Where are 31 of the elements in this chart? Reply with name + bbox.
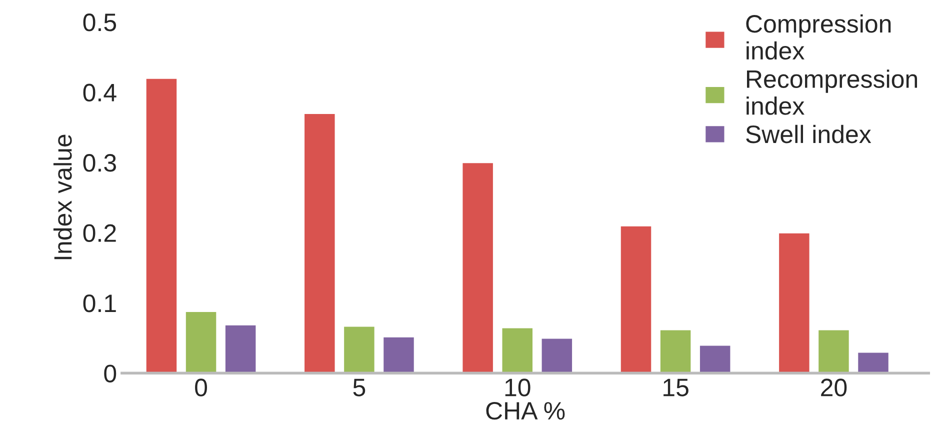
bar: [856, 351, 890, 374]
bar: [698, 344, 732, 374]
bar: [224, 324, 258, 374]
x-tick-label: 20: [821, 378, 847, 396]
y-tick-label: 0.5: [83, 14, 116, 32]
bar: [619, 224, 653, 374]
bar: [144, 77, 178, 374]
x-tick-label: 5: [353, 378, 366, 396]
bar: [184, 310, 218, 374]
y-tick-label: 0.2: [83, 224, 116, 242]
bar: [342, 325, 376, 374]
bar: [303, 112, 336, 374]
bar: [461, 162, 494, 374]
legend-label: Recompression index: [746, 70, 918, 115]
x-tick-label: 15: [664, 378, 688, 396]
y-tick-label: 0: [104, 364, 116, 382]
legend-label: Compression index: [746, 14, 891, 60]
x-tick-label: 10: [505, 378, 530, 396]
x-axis-title: CHA %: [486, 402, 565, 420]
y-tick-label: 0.1: [83, 294, 116, 312]
x-tick-label: 0: [195, 378, 207, 396]
bar: [778, 232, 811, 374]
bar: [500, 326, 534, 374]
bar: [382, 336, 416, 374]
bar: [540, 337, 574, 374]
y-tick-label: 0.3: [83, 154, 116, 172]
legend-label: Swell index: [746, 124, 872, 144]
bar: [817, 328, 850, 374]
bar: [659, 328, 692, 374]
y-tick-label: 0.4: [83, 84, 116, 102]
y-axis-title: Index value: [53, 134, 72, 260]
